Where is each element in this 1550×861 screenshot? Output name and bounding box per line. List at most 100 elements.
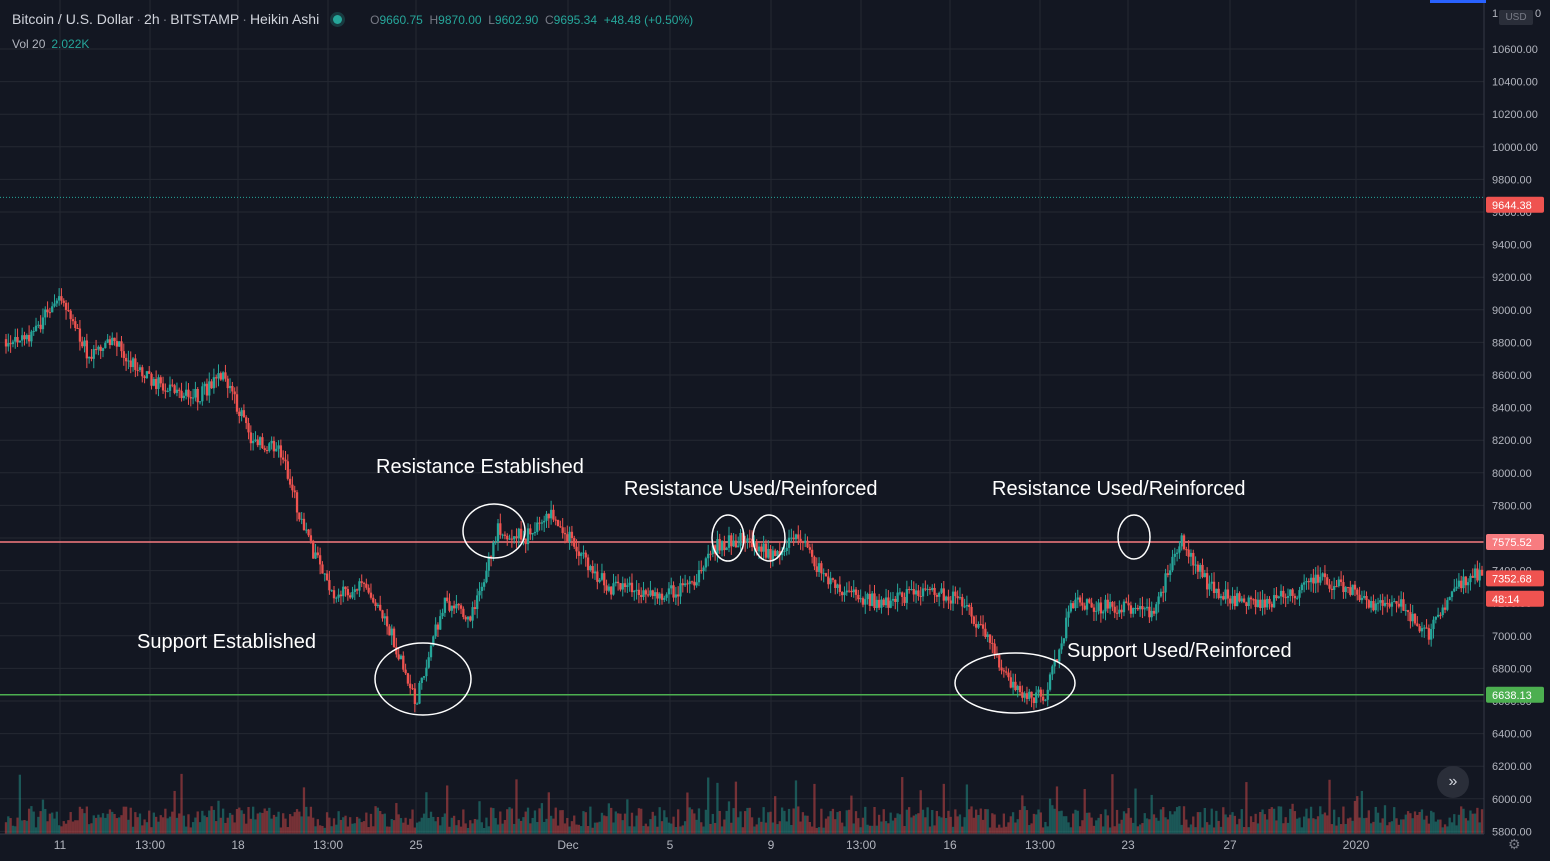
interval[interactable]: 2h	[144, 11, 160, 27]
volume-bar	[958, 814, 962, 834]
candle-body	[74, 321, 77, 328]
candle-body	[873, 593, 876, 608]
volume-bar	[37, 816, 40, 834]
candle-body	[14, 336, 17, 342]
candle-body	[538, 522, 541, 524]
volume-bar	[69, 812, 72, 834]
candle-body	[168, 384, 172, 391]
volume-bar	[312, 817, 315, 834]
candle-body	[896, 592, 899, 602]
volume-bar	[150, 827, 153, 834]
candle-body	[1150, 610, 1153, 618]
volume-bar	[762, 807, 765, 834]
volume-bar	[1199, 812, 1202, 834]
volume-bar	[92, 815, 95, 834]
candle-body	[25, 335, 28, 340]
candle-body	[658, 593, 661, 599]
candle-body	[1473, 568, 1477, 578]
symbol-name[interactable]: Bitcoin / U.S. Dollar	[12, 11, 134, 27]
candle-body	[1476, 568, 1479, 581]
annotation-circle	[374, 642, 472, 716]
candle-body	[734, 540, 738, 548]
chart-legend[interactable]: Bitcoin / U.S. Dollar · 2h · BITSTAMP · Heikin…	[12, 11, 694, 27]
candle-body	[688, 581, 691, 585]
volume-bar	[376, 807, 380, 834]
candle-body	[697, 570, 701, 583]
volume-bar	[1108, 827, 1112, 834]
volume-bar	[446, 785, 449, 834]
candle-body	[1388, 603, 1391, 607]
currency-button[interactable]: USD	[1499, 10, 1533, 25]
candle-body	[1162, 591, 1165, 593]
candle-body	[1115, 612, 1119, 614]
volume-bar	[104, 817, 107, 834]
double-chevron-right-icon[interactable]: »	[1437, 766, 1469, 798]
volume-bar	[764, 822, 768, 834]
volume-bar	[864, 806, 867, 834]
volume-bar	[247, 807, 250, 834]
time-tick-label: 13:00	[313, 838, 343, 852]
volume-bar	[455, 825, 458, 834]
candle-body	[822, 573, 825, 575]
candle-body	[910, 589, 913, 591]
volume-bar	[46, 821, 49, 834]
candle-body	[1256, 599, 1260, 608]
candle-body	[224, 372, 227, 379]
volume-bar	[1196, 812, 1200, 834]
volume-bar	[1409, 813, 1412, 834]
volume-bar	[586, 825, 590, 834]
candle-body	[1108, 602, 1112, 609]
time-tick-label: 2020	[1343, 838, 1370, 852]
candle-body	[7, 343, 10, 347]
volume-bar	[277, 811, 280, 834]
volume-bar	[330, 826, 333, 834]
volume-bar	[48, 813, 52, 834]
price-tick-label: 7800.00	[1492, 500, 1532, 512]
candle-body	[104, 342, 107, 349]
candle-body	[466, 616, 470, 620]
candle-body	[323, 573, 326, 575]
candle-body	[1402, 599, 1405, 611]
volume-legend[interactable]: Vol 20 2.022K	[12, 37, 89, 51]
gear-icon[interactable]: ⚙	[1508, 836, 1521, 852]
volume-bar	[1065, 816, 1068, 834]
volume-bar	[1159, 809, 1163, 834]
candle-body	[1305, 581, 1308, 583]
volume-bar	[877, 814, 881, 834]
candle-body	[388, 626, 391, 636]
volume-bar	[748, 807, 751, 834]
candle-body	[69, 310, 72, 320]
volume-bar	[1330, 824, 1334, 834]
volume-bar	[1457, 814, 1461, 834]
candle-body	[1155, 604, 1158, 614]
volume-bar	[205, 817, 209, 834]
price-axis-panel[interactable]	[1484, 0, 1550, 856]
candle-body	[1328, 584, 1331, 589]
candle-body	[143, 376, 146, 379]
volume-bar	[942, 783, 945, 834]
volume-bar	[429, 811, 433, 834]
candle-body	[510, 538, 514, 540]
volume-bar	[358, 818, 361, 834]
candle-body	[730, 535, 733, 547]
volume-bar	[757, 817, 761, 834]
volume-bar	[409, 818, 412, 834]
candle-body	[1106, 599, 1109, 609]
volume-bar	[1208, 824, 1211, 834]
volume-bar	[1023, 806, 1026, 834]
volume-bar	[1194, 827, 1197, 834]
volume-bar	[459, 826, 463, 834]
candle-body	[485, 570, 488, 583]
candle-body	[1203, 573, 1206, 578]
candle-body	[390, 628, 393, 636]
volume-bar	[1312, 818, 1315, 834]
candle-body	[847, 590, 851, 592]
volume-bar	[778, 821, 781, 834]
candle-body	[1224, 589, 1227, 600]
volume-bar	[1083, 789, 1086, 834]
candle-body	[720, 541, 724, 551]
candle-body	[154, 378, 158, 389]
candle-body	[940, 588, 943, 593]
